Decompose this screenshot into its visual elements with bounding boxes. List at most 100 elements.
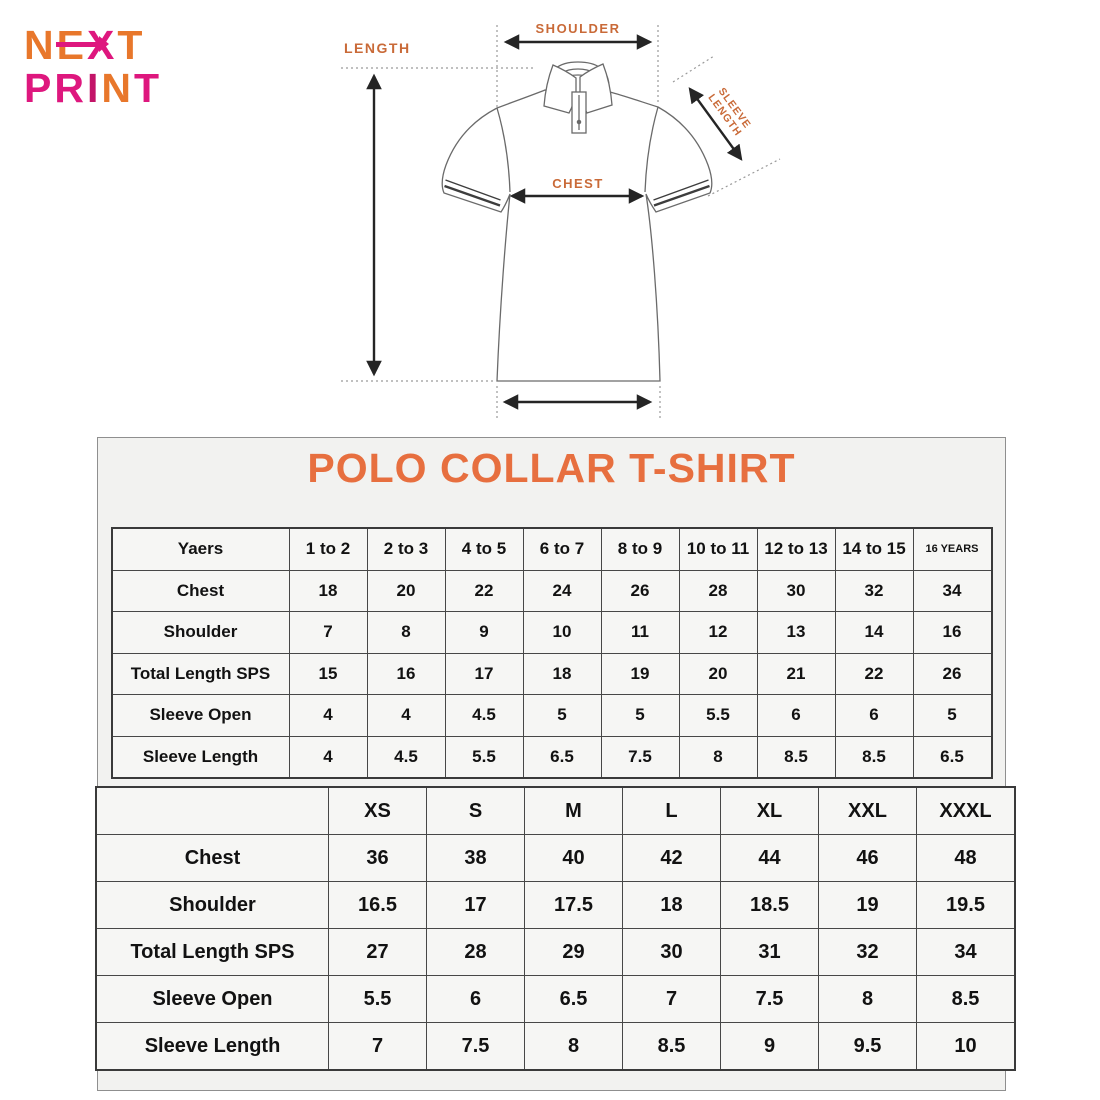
value-cell: 44: [720, 834, 819, 882]
value-cell: 26: [912, 652, 992, 695]
column-header-cell: S: [426, 786, 525, 835]
logo-line-print: PRINT: [24, 67, 162, 110]
value-cell: 8: [366, 611, 446, 654]
adults-size-table: XS S M L XL XXL XXXL Chest 36 38 40 42 44 46 48 Shoulde…: [95, 786, 1016, 1071]
length-label: LENGTH: [344, 40, 411, 56]
value-cell: 10: [522, 611, 602, 654]
value-cell: 17: [444, 652, 524, 695]
column-header-cell: 16 YEARS: [912, 527, 992, 571]
value-cell: 16: [366, 652, 446, 695]
value-cell: 4.5: [444, 694, 524, 737]
column-header-cell: XL: [720, 786, 819, 835]
value-cell: 6: [834, 694, 914, 737]
dotted-guides: [341, 25, 781, 420]
value-cell: 8: [678, 735, 758, 779]
value-cell: 16.5: [328, 881, 427, 929]
value-cell: 34: [916, 928, 1016, 976]
value-cell: 4: [288, 694, 368, 737]
value-cell: 7.5: [720, 975, 819, 1023]
page-title: POLO COLLAR T-SHIRT: [307, 445, 796, 491]
value-cell: 46: [818, 834, 917, 882]
column-header-cell: 8 to 9: [600, 527, 680, 571]
value-cell: 19.5: [916, 881, 1016, 929]
table-row: Sleeve Open 4 4 4.5 5 5 5.5 6 6 5: [111, 694, 992, 737]
row-label: Shoulder: [111, 611, 290, 654]
value-cell: 18.5: [720, 881, 819, 929]
value-cell: 6.5: [522, 735, 602, 779]
table-row: Sleeve Length 7 7.5 8 8.5 9 9.5 10: [95, 1022, 1016, 1071]
sleeve-length-arrow: [688, 87, 743, 161]
shoulder-label: SHOULDER: [536, 21, 621, 36]
table-row: Chest 36 38 40 42 44 46 48: [95, 834, 1016, 882]
row-label: Chest: [111, 569, 290, 612]
table-header-row: XS S M L XL XXL XXXL: [95, 786, 1016, 835]
logo-arrow-icon: [55, 36, 109, 52]
measurement-arrows: [366, 34, 743, 410]
row-label: Sleeve Length: [111, 735, 290, 779]
value-cell: 9: [444, 611, 524, 654]
column-header-cell: M: [524, 786, 623, 835]
column-header-cell: 2 to 3: [366, 527, 446, 571]
value-cell: 8.5: [622, 1022, 721, 1071]
value-cell: 4.5: [366, 735, 446, 779]
value-cell: 38: [426, 834, 525, 882]
polo-shirt-drawing: [441, 61, 713, 382]
row-label: Sleeve Open: [111, 694, 290, 737]
logo-text-pr: PR: [24, 65, 87, 112]
row-label: [95, 786, 329, 835]
value-cell: 7: [622, 975, 721, 1023]
value-cell: 12: [678, 611, 758, 654]
value-cell: 5: [912, 694, 992, 737]
value-cell: 4: [366, 694, 446, 737]
column-header-cell: 4 to 5: [444, 527, 524, 571]
polo-collar: [543, 61, 613, 134]
sleeve-length-label: SLEEVE LENGTH: [705, 86, 753, 139]
value-cell: 26: [600, 569, 680, 612]
logo-text-t: T: [117, 22, 146, 68]
value-cell: 28: [426, 928, 525, 976]
value-cell: 32: [818, 928, 917, 976]
column-header-cell: 10 to 11: [678, 527, 758, 571]
row-label: Total Length SPS: [95, 928, 329, 976]
value-cell: 18: [288, 569, 368, 612]
value-cell: 28: [678, 569, 758, 612]
table-row: Chest 18 20 22 24 26 28 30 32 34: [111, 569, 992, 612]
column-header-cell: 14 to 15: [834, 527, 914, 571]
column-header-cell: 1 to 2: [288, 527, 368, 571]
tshirt-measurement-diagram: LENGTH SHOULDER CHEST SLEEVE LENGTH: [341, 21, 781, 420]
value-cell: 10: [916, 1022, 1016, 1071]
table-row: Total Length SPS 15 16 17 18 19 20 21 22 26: [111, 652, 992, 695]
table-row: Shoulder 7 8 9 10 11 12 13 14 16: [111, 611, 992, 654]
value-cell: 40: [524, 834, 623, 882]
value-cell: 9.5: [818, 1022, 917, 1071]
logo-text-n: N: [101, 65, 134, 112]
table-row: Shoulder 16.5 17 17.5 18 18.5 19 19.5: [95, 881, 1016, 929]
row-label: Chest: [95, 834, 329, 882]
value-cell: 31: [720, 928, 819, 976]
value-cell: 16: [912, 611, 992, 654]
value-cell: 30: [622, 928, 721, 976]
value-cell: 22: [834, 652, 914, 695]
value-cell: 17.5: [524, 881, 623, 929]
value-cell: 6.5: [912, 735, 992, 779]
row-label: Sleeve Open: [95, 975, 329, 1023]
value-cell: 7: [288, 611, 368, 654]
value-cell: 9: [720, 1022, 819, 1071]
column-header-cell: 12 to 13: [756, 527, 836, 571]
column-header-cell: XS: [328, 786, 427, 835]
value-cell: 34: [912, 569, 992, 612]
value-cell: 42: [622, 834, 721, 882]
value-cell: 5.5: [328, 975, 427, 1023]
row-label: Total Length SPS: [111, 652, 290, 695]
value-cell: 7: [328, 1022, 427, 1071]
row-label: Shoulder: [95, 881, 329, 929]
value-cell: 13: [756, 611, 836, 654]
table-row: Sleeve Length 4 4.5 5.5 6.5 7.5 8 8.5 8.5 6.5: [111, 735, 992, 779]
table-row: Total Length SPS 27 28 29 30 31 32 34: [95, 928, 1016, 976]
value-cell: 6: [756, 694, 836, 737]
column-header-cell: 6 to 7: [522, 527, 602, 571]
value-cell: 22: [444, 569, 524, 612]
value-cell: 20: [366, 569, 446, 612]
